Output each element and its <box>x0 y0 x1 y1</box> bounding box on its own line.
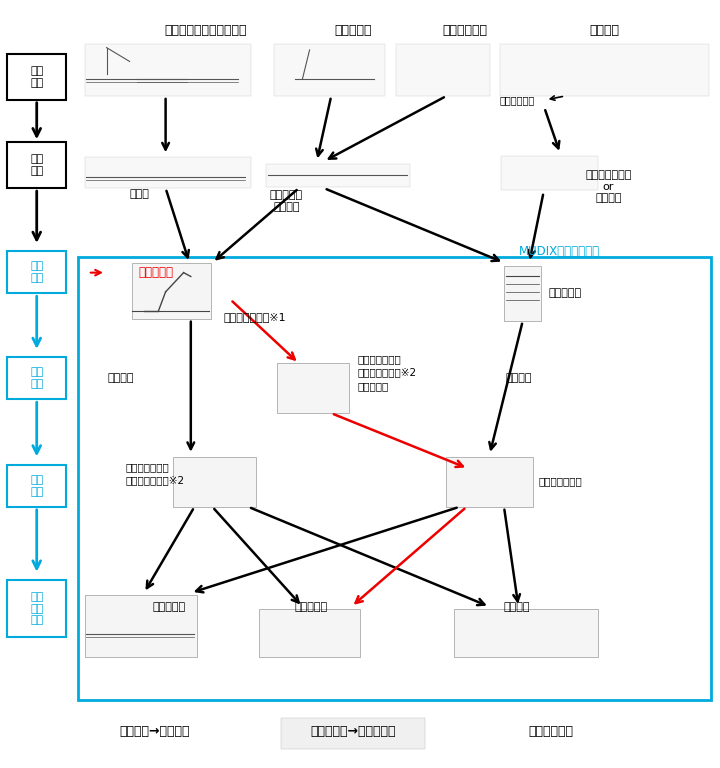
Text: 土運船: 土運船 <box>129 188 149 199</box>
Bar <box>7 251 66 293</box>
Text: ベルコン: ベルコン <box>504 601 530 612</box>
Bar <box>85 595 197 657</box>
Text: 掘削
方法: 掘削 方法 <box>30 66 43 88</box>
Bar <box>7 580 66 637</box>
Text: 排出
養生
方法: 排出 養生 方法 <box>30 592 43 625</box>
Bar <box>7 357 66 399</box>
Bar <box>259 609 360 657</box>
Text: 施工の流れ: 施工の流れ <box>138 266 174 279</box>
Text: MUDIX工法対象範囲: MUDIX工法対象範囲 <box>518 246 600 258</box>
Text: 混合
方法: 混合 方法 <box>30 475 43 497</box>
Text: 排泥ポンプ: 排泥ポンプ <box>294 601 328 612</box>
Text: 直接投入: 直接投入 <box>108 372 134 383</box>
Text: 土砂ホッパ: 土砂ホッパ <box>549 288 582 299</box>
Bar <box>132 263 211 319</box>
Bar <box>78 257 711 700</box>
Text: 高濃度浚渠: 高濃度浚渠 <box>334 25 372 37</box>
Text: パイプ搬送
空気圧送: パイプ搬送 空気圧送 <box>270 190 303 212</box>
Bar <box>274 44 385 96</box>
Text: 軟弱地盤掘削: 軟弱地盤掘削 <box>500 94 534 105</box>
Bar <box>396 44 490 96</box>
Text: 船上処理→直接打設: 船上処理→直接打設 <box>120 725 190 737</box>
Bar <box>266 164 410 187</box>
Bar <box>500 44 709 96</box>
Bar <box>277 363 349 413</box>
Bar <box>454 609 598 657</box>
Bar <box>7 465 66 507</box>
Bar <box>7 142 66 188</box>
Text: ピット・土運船※1: ピット・土運船※1 <box>223 312 286 322</box>
Bar <box>85 157 251 188</box>
Text: ダンプトラック
or
ベルコン: ダンプトラック or ベルコン <box>585 170 631 204</box>
Text: 運搬
方法: 運搬 方法 <box>30 154 43 176</box>
Text: （夾雑物無し）: （夾雑物無し） <box>539 476 582 487</box>
Bar <box>446 457 533 507</box>
Text: 送泥
方法: 送泥 方法 <box>30 367 43 389</box>
Text: 選別貯泥ホッパ
（夾雑物有り）※2: 選別貯泥ホッパ （夾雑物有り）※2 <box>126 462 185 485</box>
Text: グラブ・バックホウ浚渠: グラブ・バックホウ浚渠 <box>164 25 246 37</box>
Text: 排泥ポンプ: 排泥ポンプ <box>153 601 186 612</box>
Bar <box>281 718 425 749</box>
Bar <box>501 156 598 190</box>
Text: ポンプ排出→養生ピット: ポンプ排出→養生ピット <box>310 725 395 737</box>
Bar <box>173 457 256 507</box>
Text: 揚陸
方法: 揚陸 方法 <box>30 261 43 283</box>
Bar <box>504 266 541 321</box>
Bar <box>85 44 251 96</box>
Text: 直接投入: 直接投入 <box>505 372 531 383</box>
Text: ベルコン排出: ベルコン排出 <box>528 725 573 737</box>
Text: 地山掘削: 地山掘削 <box>590 25 620 37</box>
Text: 選別貯泥ホッパ
（夾雑物有り）※2
送泥ポンプ: 選別貯泥ホッパ （夾雑物有り）※2 送泥ポンプ <box>358 354 417 391</box>
Bar <box>7 54 66 100</box>
Text: シールド残土: シールド残土 <box>442 25 487 37</box>
